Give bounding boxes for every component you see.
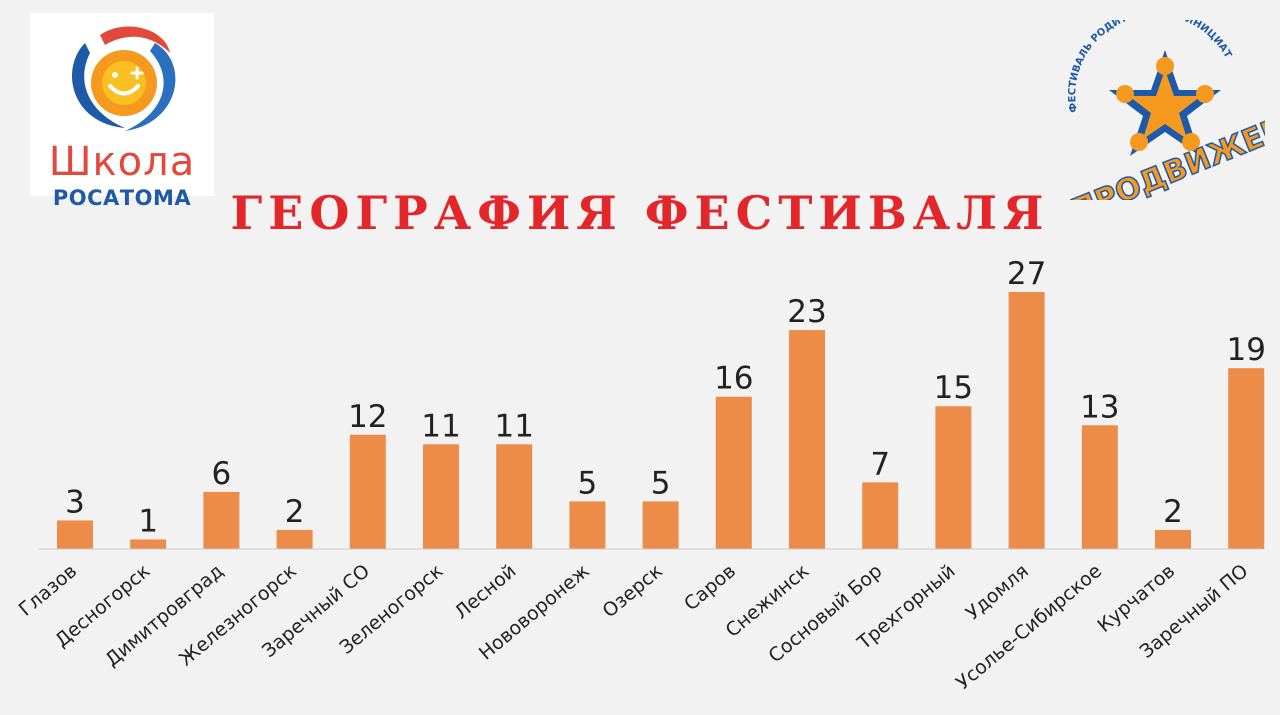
bar [862,482,899,549]
bar-value-label: 5 [578,465,598,501]
bar [1155,529,1191,549]
bar [935,406,972,549]
bar [130,539,167,549]
bar [57,520,93,549]
bar-value-label: 11 [494,408,533,444]
bar [1081,425,1118,549]
bar-value-label: 13 [1080,389,1119,425]
bar [496,444,533,549]
category-label: Глазов [15,560,81,621]
category-labels-layer: ГлазовДесногорскДимитровградЖелезногорск… [15,560,1253,694]
bar [1008,292,1045,549]
bar [349,434,386,549]
category-label: Саров [680,560,740,615]
logo-school-text: Школа [48,139,196,185]
category-label: Озерск [598,560,666,622]
logo-school-rosatom-icon [72,26,176,131]
bar-value-label: 16 [714,361,753,397]
bar-value-label: 1 [138,503,158,539]
page-title: ГЕОГРАФИЯ ФЕСТИВАЛЯ [230,186,1050,240]
logo-rosatom-text: РОСАТОМА [52,186,192,210]
bar-value-label: 15 [934,370,973,406]
bars-layer [57,292,1265,549]
category-label: Усолье-Сибирское [952,560,1106,694]
bar [1228,368,1265,549]
bar [276,529,313,549]
bar-value-label: 23 [787,294,826,330]
bar-value-label: 6 [212,456,232,492]
bar-value-label: 27 [1007,256,1046,292]
bar-value-label: 2 [285,494,305,530]
category-label: Лесной [450,560,520,624]
bar [423,444,459,549]
bar [203,491,240,549]
bar [715,396,752,549]
bar-value-label: 5 [651,465,671,501]
bar-value-label: 12 [348,399,387,435]
bar-value-label: 3 [65,484,85,520]
category-label: Удомля [962,560,1033,625]
logo-school-rosatom: Школа РОСАТОМА [30,13,214,210]
bar-value-label: 11 [421,408,460,444]
bar [789,330,825,549]
bar [642,501,679,549]
bar-value-label: 7 [870,446,890,482]
bar [569,501,606,549]
bar-value-label: 2 [1163,494,1183,530]
bar-value-label: 19 [1226,332,1265,368]
